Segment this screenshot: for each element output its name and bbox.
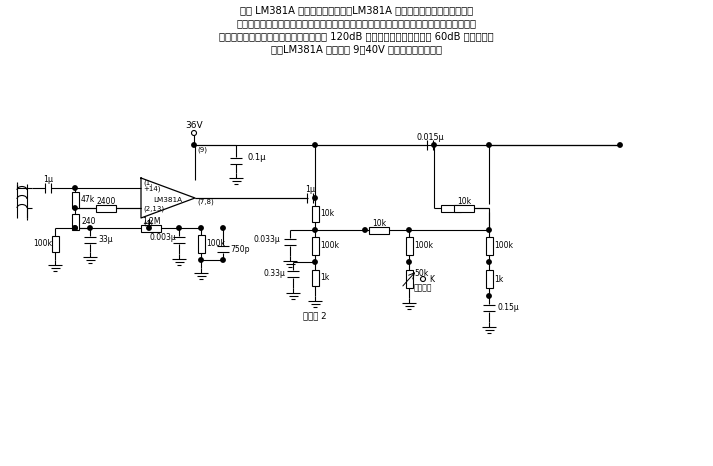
Circle shape	[221, 226, 225, 230]
Text: 50k: 50k	[414, 269, 429, 279]
Text: 100k: 100k	[320, 241, 339, 251]
Circle shape	[192, 143, 196, 147]
Bar	[312, 206, 319, 222]
Circle shape	[487, 228, 491, 232]
Circle shape	[177, 226, 181, 230]
Circle shape	[147, 226, 151, 230]
Text: 1k: 1k	[320, 274, 329, 282]
Circle shape	[88, 226, 92, 230]
Text: 100k: 100k	[414, 241, 433, 251]
Circle shape	[617, 143, 622, 147]
Circle shape	[487, 143, 491, 147]
Circle shape	[73, 226, 77, 230]
Text: 100k: 100k	[494, 241, 513, 251]
Text: 47k: 47k	[81, 196, 96, 205]
Text: (2,13): (2,13)	[143, 206, 164, 212]
Text: 1k: 1k	[494, 274, 503, 283]
Text: 至通道 2: 至通道 2	[303, 311, 327, 321]
Bar	[312, 270, 319, 286]
Text: LM381A: LM381A	[153, 197, 183, 203]
Circle shape	[313, 260, 317, 264]
Circle shape	[487, 294, 491, 298]
Circle shape	[432, 143, 436, 147]
Bar	[71, 214, 78, 230]
Text: 功率放大: 功率放大	[414, 283, 432, 293]
Text: 750p: 750p	[230, 245, 250, 254]
Circle shape	[313, 228, 317, 232]
Text: 1μ: 1μ	[43, 176, 53, 185]
Text: (1,: (1,	[143, 180, 153, 186]
Text: 0.33μ: 0.33μ	[263, 269, 285, 279]
Text: 10k: 10k	[457, 197, 471, 206]
Circle shape	[313, 143, 317, 147]
Text: 100k: 100k	[206, 240, 225, 248]
Text: 0.015μ: 0.015μ	[416, 132, 443, 142]
Circle shape	[363, 228, 367, 232]
Text: 0.15μ: 0.15μ	[497, 303, 519, 313]
Text: 1.2M: 1.2M	[142, 217, 160, 226]
Bar	[141, 225, 161, 232]
Circle shape	[73, 186, 77, 190]
Circle shape	[407, 260, 411, 264]
Text: 0.003μ: 0.003μ	[150, 233, 176, 242]
Circle shape	[192, 130, 197, 136]
Text: 10k: 10k	[320, 210, 334, 219]
Circle shape	[221, 258, 225, 262]
Text: 0.1μ: 0.1μ	[248, 152, 267, 162]
Text: K: K	[429, 274, 434, 283]
Text: (4): (4)	[143, 220, 153, 226]
Text: 240: 240	[81, 218, 96, 226]
Circle shape	[313, 196, 317, 200]
Text: 0.033μ: 0.033μ	[253, 235, 280, 245]
Bar	[441, 205, 461, 212]
Text: (9): (9)	[197, 147, 207, 153]
Circle shape	[199, 258, 203, 262]
Circle shape	[421, 276, 426, 281]
Text: 采用 LM381A 的前置放大器电路。LM381A 是双前置放大器集成电路，当: 采用 LM381A 的前置放大器电路。LM381A 是双前置放大器集成电路，当	[240, 5, 473, 15]
Bar	[312, 237, 319, 255]
Bar	[406, 270, 413, 288]
Bar	[486, 270, 493, 288]
Bar	[454, 205, 474, 212]
Text: 36V: 36V	[185, 121, 202, 130]
Text: 100k: 100k	[33, 240, 52, 248]
Bar	[71, 192, 78, 208]
Text: 2400: 2400	[96, 197, 116, 206]
Text: 1μ: 1μ	[305, 185, 315, 194]
Bar	[51, 236, 58, 252]
Text: 度。LM381A 可工作在 9～40V 宽电源电压范围内。: 度。LM381A 可工作在 9～40V 宽电源电压范围内。	[271, 44, 442, 54]
Bar	[96, 205, 116, 212]
Circle shape	[73, 226, 77, 230]
Text: (7,8): (7,8)	[197, 199, 214, 205]
Text: 10k: 10k	[372, 219, 386, 227]
Bar	[198, 235, 205, 253]
Circle shape	[407, 228, 411, 232]
Text: +14): +14)	[143, 186, 160, 192]
Bar	[369, 226, 389, 233]
Bar	[486, 237, 493, 255]
Text: 要求有最佳噪音性能时用来增强低电平信号。器件中的两组放大器是完全独立的，这里仅使: 要求有最佳噪音性能时用来增强低电平信号。器件中的两组放大器是完全独立的，这里仅使	[237, 18, 476, 28]
Circle shape	[199, 226, 203, 230]
Text: 用一组。为有电源去耦的稳压器，可供给 120dB 的电源电压变动抑制比和 60dB 的通道分离: 用一组。为有电源去耦的稳压器，可供给 120dB 的电源电压变动抑制比和 60d…	[219, 31, 494, 41]
Text: 33μ: 33μ	[98, 235, 113, 245]
Circle shape	[73, 206, 77, 210]
Bar	[406, 237, 413, 255]
Circle shape	[487, 260, 491, 264]
